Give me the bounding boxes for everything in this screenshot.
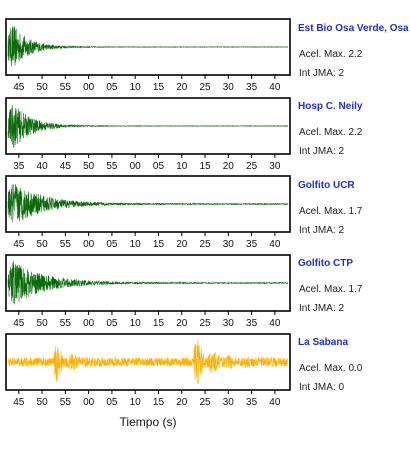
waveform-trace (7, 26, 289, 67)
station-name: La Sabana (298, 337, 349, 348)
max-acceleration-label: Acel. Max. 1.7 (299, 206, 363, 217)
x-tick-label: 15 (199, 161, 211, 172)
x-tick-label: 45 (13, 318, 25, 329)
x-tick-label: 45 (13, 397, 25, 408)
max-acceleration-label: Acel. Max. 0.0 (299, 363, 363, 374)
x-tick-label: 15 (153, 239, 165, 250)
x-tick-label: 45 (13, 239, 25, 250)
x-tick-label: 20 (176, 239, 188, 250)
x-tick-label: 25 (199, 239, 211, 250)
max-acceleration-label: Acel. Max. 2.2 (299, 127, 363, 138)
jma-intensity-label: Int JMA: 2 (299, 146, 345, 157)
x-tick-label: 05 (106, 82, 118, 93)
x-tick-label: 10 (176, 161, 188, 172)
seismogram-panel: 45 50 55 00 05 10 15 20 25 30 35 40 (5, 18, 291, 93)
x-tick-label: 35 (13, 161, 25, 172)
x-tick-label: 50 (37, 82, 49, 93)
x-tick-label: 20 (176, 318, 188, 329)
seismogram-panel: 45 50 55 00 05 10 15 20 25 30 35 40 (5, 333, 291, 408)
panel-frame (5, 175, 291, 233)
station-name: Golfito CTP (298, 258, 353, 269)
panel-frame (5, 254, 291, 312)
seismogram-panel: 45 50 55 00 05 10 15 20 25 30 35 40 (5, 254, 291, 329)
x-tick-label: 15 (153, 82, 165, 93)
station-name: Hosp C. Neily (298, 101, 363, 112)
jma-intensity-label: Int JMA: 0 (299, 382, 345, 393)
x-tick-label: 05 (106, 397, 118, 408)
jma-intensity-label: Int JMA: 2 (299, 68, 345, 79)
station-name: Golfito UCR (298, 180, 355, 191)
x-tick-label: 10 (130, 318, 142, 329)
x-tick-label: 55 (106, 161, 118, 172)
x-tick-label: 40 (269, 239, 281, 250)
seismogram-figure: 45 50 55 00 05 10 15 20 25 30 35 40 35 40 45 50 55 00 05 10… (5, 18, 291, 408)
x-tick-label: 10 (130, 397, 142, 408)
x-tick-label: 45 (60, 161, 72, 172)
waveform-trace (7, 184, 289, 223)
x-tick-label: 25 (246, 161, 258, 172)
waveform-trace (7, 339, 289, 384)
x-tick-label: 05 (106, 318, 118, 329)
x-tick-label: 35 (246, 397, 258, 408)
x-tick-label: 40 (269, 82, 281, 93)
x-tick-label: 05 (106, 239, 118, 250)
seismogram-panel: 35 40 45 50 55 00 05 10 15 20 25 30 (5, 97, 291, 172)
x-tick-label: 30 (223, 397, 235, 408)
station-name: Est Bio Osa Verde, Osa (298, 23, 409, 34)
x-tick-label: 55 (60, 318, 72, 329)
x-tick-label: 25 (199, 82, 211, 93)
x-tick-label: 00 (130, 161, 142, 172)
x-tick-label: 15 (153, 397, 165, 408)
panel-frame (5, 18, 291, 76)
max-acceleration-label: Acel. Max. 1.7 (299, 284, 363, 295)
x-tick-label: 55 (60, 239, 72, 250)
x-tick-label: 50 (37, 397, 49, 408)
x-tick-label: 40 (37, 161, 49, 172)
x-tick-label: 30 (269, 161, 281, 172)
x-tick-label: 30 (223, 239, 235, 250)
x-tick-label: 50 (37, 318, 49, 329)
jma-intensity-label: Int JMA: 2 (299, 225, 345, 236)
jma-intensity-label: Int JMA: 2 (299, 303, 345, 314)
x-tick-label: 40 (269, 397, 281, 408)
x-tick-label: 45 (13, 82, 25, 93)
x-tick-label: 00 (83, 239, 95, 250)
x-tick-label: 10 (130, 82, 142, 93)
max-acceleration-label: Acel. Max. 2.2 (299, 49, 363, 60)
x-tick-label: 00 (83, 397, 95, 408)
x-tick-label: 00 (83, 82, 95, 93)
x-axis-title: Tiempo (s) (119, 415, 177, 429)
x-tick-label: 20 (176, 82, 188, 93)
waveform-trace (7, 105, 289, 148)
x-tick-label: 20 (223, 161, 235, 172)
x-tick-label: 15 (153, 318, 165, 329)
x-tick-label: 50 (83, 161, 95, 172)
x-tick-label: 25 (199, 318, 211, 329)
x-tick-label: 50 (37, 239, 49, 250)
panel-frame (5, 333, 291, 391)
x-tick-label: 40 (269, 318, 281, 329)
x-tick-label: 35 (246, 82, 258, 93)
x-tick-label: 25 (199, 397, 211, 408)
x-tick-label: 55 (60, 82, 72, 93)
waveform-trace (7, 261, 289, 305)
x-tick-label: 30 (223, 82, 235, 93)
x-tick-label: 00 (83, 318, 95, 329)
seismogram-panel: 45 50 55 00 05 10 15 20 25 30 35 40 (5, 175, 291, 250)
x-tick-label: 05 (153, 161, 165, 172)
x-tick-label: 35 (246, 239, 258, 250)
x-tick-label: 35 (246, 318, 258, 329)
x-tick-label: 10 (130, 239, 142, 250)
x-tick-label: 30 (223, 318, 235, 329)
x-tick-label: 20 (176, 397, 188, 408)
x-tick-label: 55 (60, 397, 72, 408)
panel-frame (5, 97, 291, 155)
